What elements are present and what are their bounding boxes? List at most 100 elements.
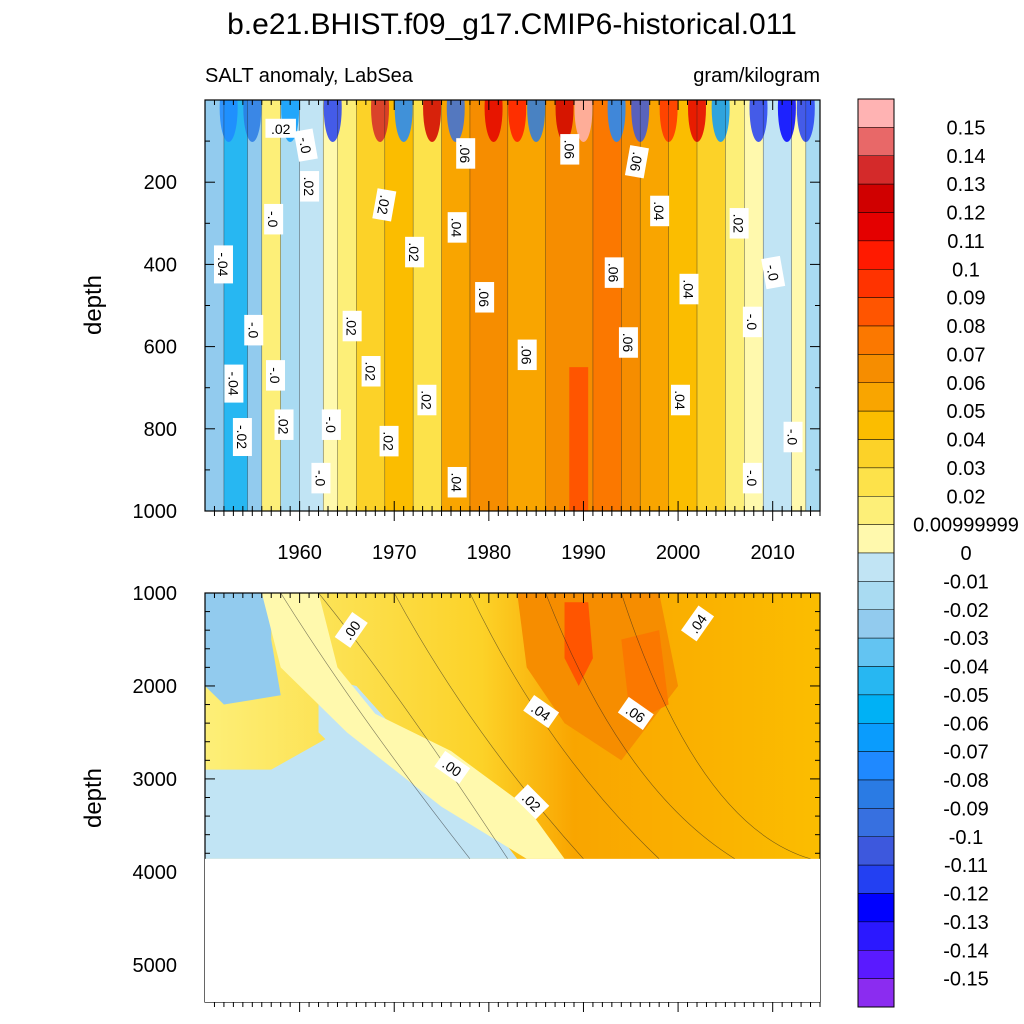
contour-label-text: .06 bbox=[606, 263, 622, 283]
colorbar-label: -0.09 bbox=[943, 798, 989, 820]
colorbar-label: -0.04 bbox=[943, 657, 989, 679]
colorbar-label: -0.01 bbox=[943, 571, 989, 593]
contour-label: -.0 bbox=[244, 314, 264, 346]
colorbar-label: 0.14 bbox=[947, 146, 986, 168]
x-tick-label: 1980 bbox=[467, 542, 512, 564]
contour-label-text: .02 bbox=[381, 431, 397, 451]
contour-label-box bbox=[293, 128, 318, 162]
y-tick-label: 400 bbox=[144, 254, 177, 276]
surface-anomaly-blob bbox=[527, 100, 546, 142]
colorbar-swatch bbox=[857, 354, 895, 383]
contour-label-box bbox=[475, 282, 495, 313]
contour-label-box bbox=[264, 203, 284, 235]
contour-label-text: .02 bbox=[344, 316, 360, 336]
colorbar-swatch bbox=[857, 183, 895, 213]
colorbar-swatch bbox=[857, 496, 895, 525]
colorbar-label: -0.12 bbox=[943, 884, 989, 906]
contour-label-box bbox=[560, 134, 580, 165]
contour-label-box bbox=[742, 306, 762, 338]
contour-label-text: .06 bbox=[519, 345, 535, 365]
colorbar-label: 0.07 bbox=[947, 344, 986, 366]
no-data-region bbox=[205, 858, 820, 1002]
lower-anomaly-region bbox=[205, 593, 281, 705]
contour-label-text: .04 bbox=[680, 279, 696, 299]
y-tick-label: 5000 bbox=[133, 955, 178, 977]
colorbar-label: 0.02 bbox=[947, 486, 986, 508]
upper-anomaly-band bbox=[413, 100, 442, 511]
lower-anomaly-region bbox=[205, 732, 518, 859]
colorbar-swatch bbox=[857, 297, 895, 327]
upper-anomaly-band bbox=[205, 100, 224, 511]
colorbar-label: -0.07 bbox=[943, 742, 989, 764]
upper-anomaly-bands bbox=[205, 100, 820, 511]
lower-y-axis-title: depth bbox=[80, 768, 107, 828]
contour-label-box bbox=[434, 750, 471, 784]
contour-label-box bbox=[523, 695, 560, 729]
colorbar-label: 0.13 bbox=[947, 174, 986, 196]
contour-label-text: -.0 bbox=[785, 429, 801, 446]
contour-label-box bbox=[742, 462, 762, 494]
contour-label-text: -.0 bbox=[265, 211, 281, 228]
contour-label: .02 bbox=[274, 409, 294, 440]
lower-anomaly-region bbox=[621, 630, 669, 724]
contour-label-text: .02 bbox=[374, 194, 393, 216]
contour-label: .06 bbox=[560, 134, 580, 165]
contour-label-box bbox=[300, 171, 320, 202]
colorbar-swatch bbox=[857, 410, 895, 440]
colorbar-swatch bbox=[857, 552, 895, 582]
colorbar-label: 0.06 bbox=[947, 373, 986, 395]
contour-label-box bbox=[617, 696, 654, 730]
contour-label-box bbox=[679, 273, 699, 305]
colorbar-swatch bbox=[857, 637, 895, 667]
colorbar-label: -0.08 bbox=[943, 770, 989, 792]
contour-label-box bbox=[232, 418, 252, 457]
contour-label: -.0 bbox=[293, 128, 318, 162]
contour-label-box bbox=[361, 356, 381, 387]
colorbar-swatch bbox=[857, 694, 895, 724]
contour-label: .02 bbox=[300, 171, 320, 202]
lower-contour-fill bbox=[205, 593, 820, 862]
contour-label-text: .04 bbox=[672, 390, 688, 410]
contour-label-box bbox=[244, 314, 264, 346]
contour-label-box bbox=[417, 384, 437, 416]
colorbar-label: 0 bbox=[960, 543, 971, 565]
contour-label-text: .02 bbox=[301, 177, 317, 197]
contour-label-box bbox=[514, 784, 550, 820]
colorbar-swatch bbox=[857, 751, 895, 781]
contour-label-box bbox=[456, 138, 476, 169]
contour-label-text: .06 bbox=[627, 151, 646, 173]
x-tick-label: 2010 bbox=[750, 542, 795, 564]
colorbar-label: -0.1 bbox=[949, 827, 983, 849]
contour-label-box bbox=[761, 255, 786, 290]
contour-label-text: .04 bbox=[449, 472, 465, 492]
lower-contour-line bbox=[545, 593, 736, 860]
colorbar-swatch bbox=[857, 325, 895, 355]
y-tick-label: 200 bbox=[144, 172, 177, 194]
contour-label-box bbox=[604, 257, 624, 288]
contour-label: .02 bbox=[361, 356, 381, 387]
contour-label-box bbox=[274, 409, 294, 440]
upper-panel: 1960 1970 1980 1990 2000 2010 200 400 600 800 1000… bbox=[80, 99, 821, 564]
contour-label-box bbox=[729, 208, 749, 239]
upper-y-axis-title: depth bbox=[80, 275, 107, 335]
x-tick-label: 2000 bbox=[656, 542, 701, 564]
contour-label-box bbox=[224, 364, 244, 403]
contour-label-text: -.0 bbox=[312, 470, 328, 487]
colorbar-swatch bbox=[857, 836, 895, 866]
colorbar-label: -0.03 bbox=[943, 628, 989, 650]
colorbar-swatch bbox=[857, 779, 895, 809]
contour-label: .06 bbox=[624, 145, 649, 179]
contour-label: -.04 bbox=[224, 364, 244, 403]
colorbar-label: -0.11 bbox=[944, 855, 988, 877]
contour-label-box bbox=[681, 605, 715, 642]
contour-label-text: -.0 bbox=[267, 367, 283, 384]
figure-title: b.e21.BHIST.f09_g17.CMIP6-historical.011 bbox=[227, 8, 797, 41]
contour-label: -.0 bbox=[761, 255, 786, 290]
contour-label-text: -.02 bbox=[234, 425, 250, 449]
colorbar-swatch bbox=[857, 467, 895, 497]
contour-label-box bbox=[517, 339, 537, 371]
upper-anomaly-band bbox=[247, 100, 262, 511]
upper-anomaly-band bbox=[725, 100, 745, 511]
lower-contour-line bbox=[280, 593, 471, 860]
contour-label-text: .02 bbox=[418, 390, 434, 410]
